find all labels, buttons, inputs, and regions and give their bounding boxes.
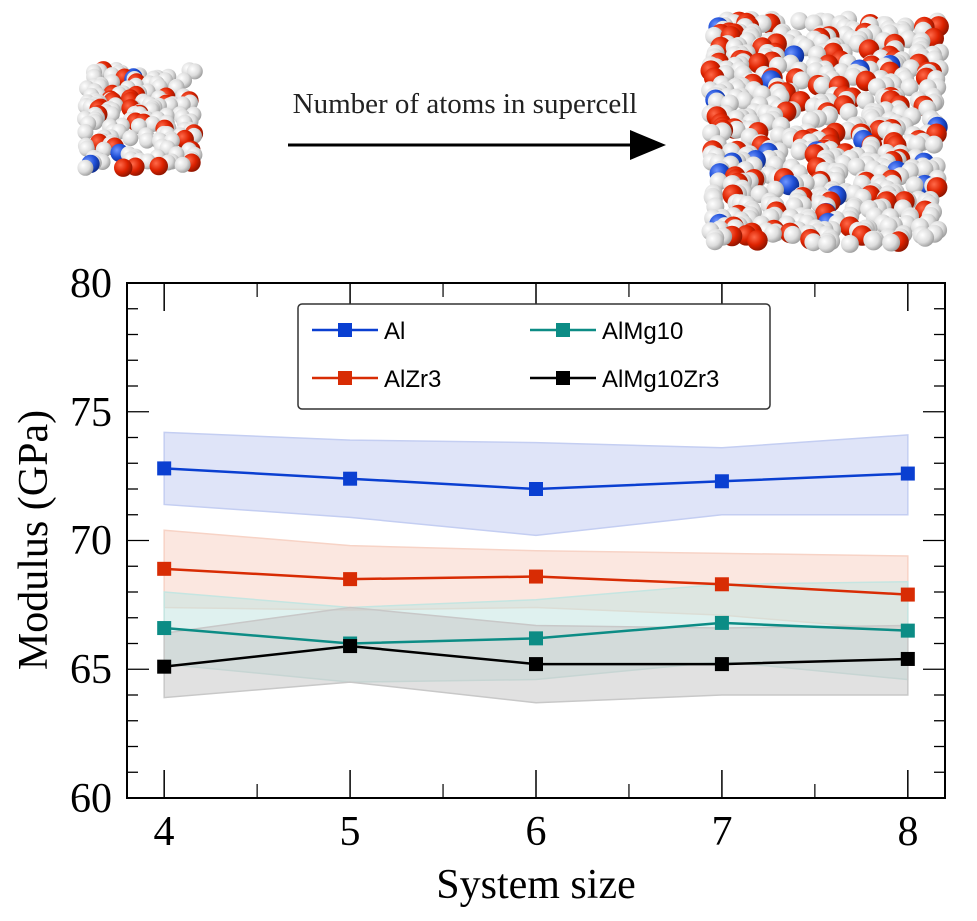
y-tick-label: 65: [70, 647, 112, 693]
point-al: [529, 482, 543, 496]
point-alzr3: [714, 577, 729, 592]
atom-white: [77, 124, 94, 140]
small-supercell-cluster: [77, 61, 204, 177]
atom-white: [813, 76, 832, 95]
point-almg10: [714, 615, 729, 630]
atom-red: [747, 230, 768, 251]
point-almg10zr3: [714, 657, 729, 672]
legend-marker-al: [338, 323, 352, 337]
legend-marker-almg10zr3: [556, 371, 570, 385]
legend-label-al: Al: [384, 318, 405, 345]
point-almg10zr3: [157, 659, 172, 674]
legend-label-almg10: AlMg10: [602, 318, 683, 345]
atom-white: [905, 176, 924, 195]
atom-white: [122, 130, 139, 147]
x-tick-label: 8: [898, 809, 919, 855]
legend-marker-alzr3: [338, 371, 352, 385]
atom-white: [77, 159, 94, 176]
atom-white: [804, 233, 823, 252]
atom-white: [139, 132, 155, 149]
point-almg10zr3: [343, 639, 358, 654]
series-markers: [157, 461, 915, 674]
point-al: [900, 466, 915, 481]
atom-white: [818, 235, 837, 253]
band-almg10zr3: [163, 606, 909, 704]
legend: Al AlMg10 AlZr3 AlMg10Zr3: [297, 303, 771, 410]
atom-white: [847, 157, 866, 176]
x-tick-label: 6: [526, 809, 547, 855]
atom-white: [840, 234, 859, 253]
x-tick-label: 7: [712, 809, 733, 855]
atom-white: [792, 71, 811, 90]
point-alzr3: [157, 561, 172, 576]
atom-white: [783, 225, 802, 244]
y-axis-label: Modulus (GPa): [11, 410, 57, 670]
point-almg10zr3: [900, 651, 915, 666]
point-al: [343, 471, 358, 486]
point-almg10: [900, 623, 915, 638]
y-ticks: [127, 282, 945, 799]
point-almg10zr3: [529, 657, 543, 672]
y-tick-label: 75: [70, 390, 112, 436]
arrow-label: Number of atoms in supercell: [293, 88, 638, 120]
legend-marker-almg10: [556, 323, 570, 337]
atom-white: [763, 224, 782, 243]
large-supercell-cluster: [700, 10, 949, 253]
y-tick-label: 80: [70, 261, 112, 307]
atom-white: [916, 228, 935, 247]
atom-white: [735, 91, 754, 110]
x-tick-label: 5: [340, 809, 361, 855]
atom-red: [149, 156, 168, 176]
legend-label-almg10zr3: AlMg10Zr3: [602, 366, 719, 393]
y-tick-label: 70: [70, 518, 112, 564]
atom-white: [839, 103, 858, 122]
atom-white: [900, 78, 919, 97]
legend-label-alzr3: AlZr3: [384, 366, 441, 393]
x-axis-label: System size: [436, 862, 635, 908]
atom-white: [908, 135, 927, 154]
atom-white: [864, 232, 883, 251]
atom-white: [790, 12, 809, 31]
atom-white: [925, 135, 943, 154]
atom-white: [174, 156, 191, 173]
atom-red: [114, 158, 133, 177]
point-alzr3: [343, 572, 358, 587]
point-al: [714, 474, 729, 489]
point-alzr3: [900, 587, 915, 602]
point-al: [157, 461, 172, 476]
atom-white: [882, 233, 901, 252]
legend-box: [297, 303, 771, 410]
atom-white: [790, 142, 809, 161]
point-almg10: [529, 631, 543, 646]
y-tick-label: 60: [70, 776, 112, 822]
point-alzr3: [529, 569, 543, 584]
x-tick-label: 4: [154, 809, 175, 855]
atom-white: [915, 160, 934, 179]
atom-white: [103, 106, 120, 123]
point-almg10: [157, 621, 172, 636]
atom-white: [705, 232, 724, 251]
atom-white: [186, 63, 203, 80]
chart: 4 5 6 7 8 60 65 70 75 80 System size Mod…: [11, 261, 946, 908]
